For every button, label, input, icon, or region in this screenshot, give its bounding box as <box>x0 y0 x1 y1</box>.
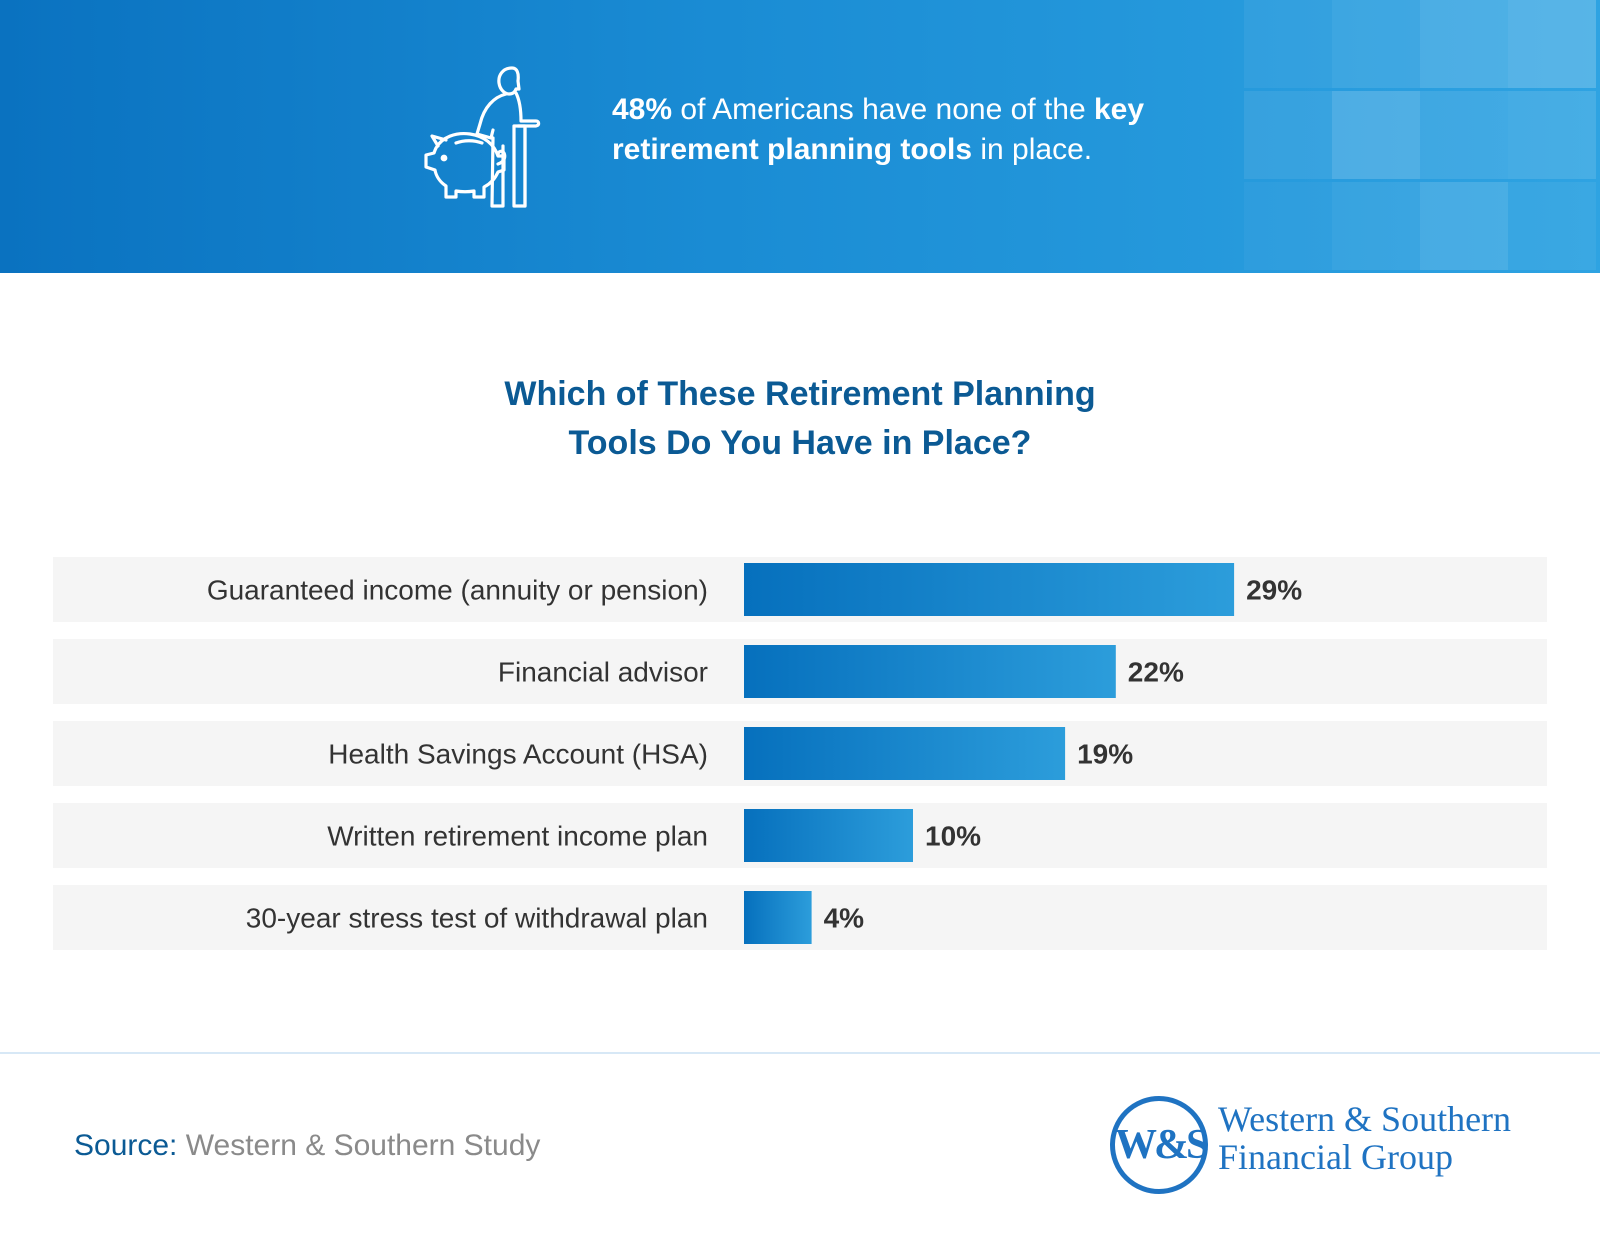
stat-percent: 48% <box>612 93 673 126</box>
chart-title: Which of These Retirement Planning Tools… <box>400 370 1200 468</box>
chart-title-line-1: Which of These Retirement Planning <box>504 375 1096 413</box>
headline-stat: 48% of Americans have none of the key re… <box>612 90 1232 170</box>
source-text: Western & Southern Study <box>185 1129 541 1162</box>
value-label: 4% <box>824 903 865 934</box>
decorative-tile <box>1508 182 1596 270</box>
decorative-tile <box>1244 182 1332 270</box>
stat-text-end: in place. <box>972 133 1093 166</box>
chart-title-line-2: Tools Do You Have in Place? <box>568 424 1032 462</box>
value-label: 22% <box>1128 657 1184 688</box>
value-label: 29% <box>1246 575 1302 606</box>
decorative-tile <box>1420 182 1508 270</box>
value-label: 10% <box>925 821 981 852</box>
bar <box>744 809 913 862</box>
stat-text-part: of Americans have none of the <box>672 93 1094 126</box>
stat-emphasis: key retirement planning tools <box>612 93 1145 166</box>
bar <box>744 727 1066 780</box>
category-label: Financial advisor <box>498 657 708 688</box>
logo-mark: W&S <box>1110 1096 1209 1194</box>
decorative-tile <box>1244 0 1332 88</box>
footer-divider <box>0 1052 1600 1054</box>
decorative-tile <box>1332 182 1420 270</box>
decorative-tile <box>1332 91 1420 179</box>
source-label: Source: <box>74 1129 178 1162</box>
decorative-tile <box>1244 91 1332 179</box>
source-note: Source: Western & Southern Study <box>74 1128 540 1164</box>
bar <box>744 563 1235 616</box>
decorative-tile <box>1420 91 1508 179</box>
value-label: 19% <box>1077 739 1133 770</box>
logo-name-line-1: Western & Southern <box>1218 1099 1512 1139</box>
bar-chart: Guaranteed income (annuity or pension) 29… <box>53 557 1547 950</box>
bar <box>744 891 812 944</box>
category-label: Guaranteed income (annuity or pension) <box>207 575 708 606</box>
decorative-tile <box>1508 0 1596 88</box>
category-label: 30-year stress test of withdrawal plan <box>246 903 708 934</box>
category-label: Health Savings Account (HSA) <box>328 739 708 770</box>
decorative-tile <box>1508 91 1596 179</box>
piggy-bank-elderly-person-icon <box>424 66 541 208</box>
company-logo: W&S Western & Southern Financial Group <box>1110 1096 1530 1200</box>
decorative-tile <box>1332 0 1420 88</box>
header-banner: 48% of Americans have none of the key re… <box>0 0 1600 273</box>
logo-mark-text: W&S <box>1115 1122 1209 1168</box>
logo-name: Western & Southern Financial Group <box>1218 1100 1511 1176</box>
logo-name-line-2: Financial Group <box>1218 1137 1453 1177</box>
bar <box>744 645 1116 698</box>
decorative-tile <box>1420 0 1508 88</box>
category-label: Written retirement income plan <box>327 821 708 852</box>
